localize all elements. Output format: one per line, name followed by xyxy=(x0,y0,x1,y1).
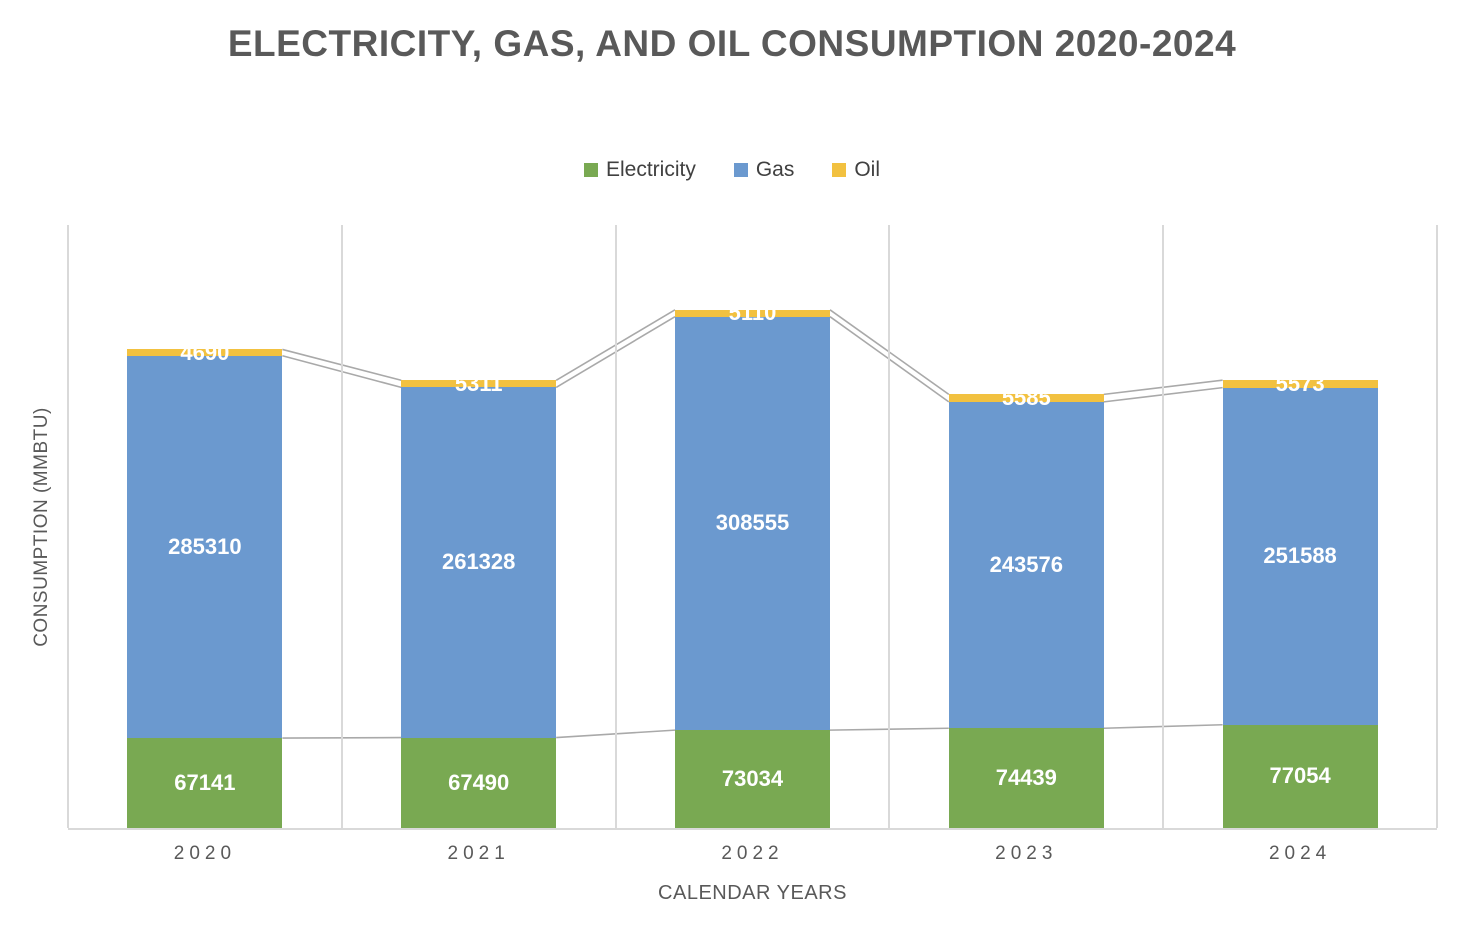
gridline xyxy=(341,225,343,828)
bar-value-label: 243576 xyxy=(989,552,1063,578)
legend-label: Gas xyxy=(755,158,795,181)
x-tick-label: 2024 xyxy=(1268,843,1332,864)
bar-segment-electricity-2020[interactable] xyxy=(127,738,283,828)
bar-value-label: 251588 xyxy=(1263,543,1337,569)
gridline xyxy=(1162,225,1164,828)
bar-segment-gas-2020[interactable] xyxy=(127,355,283,739)
bar-segment-oil-2021[interactable] xyxy=(401,380,557,388)
legend-swatch-gas xyxy=(733,163,748,177)
x-axis-title: CALENDAR YEARS xyxy=(658,882,847,904)
bar-segment-gas-2023[interactable] xyxy=(948,401,1104,729)
legend-swatch-oil xyxy=(832,163,847,177)
bar-value-label: 73034 xyxy=(721,766,784,792)
bar-segment-gas-2024[interactable] xyxy=(1222,387,1378,725)
x-axis-line xyxy=(68,828,1437,830)
bar-segment-electricity-2021[interactable] xyxy=(401,737,557,828)
gridline xyxy=(1436,225,1438,828)
bar-value-label: 67141 xyxy=(174,770,236,795)
x-tick-label: 2023 xyxy=(995,843,1058,864)
plot-area: 67141 285310 4690 67490 261328 5311 73034 30855… xyxy=(67,225,1438,830)
bar-segment-oil-2020[interactable] xyxy=(127,349,283,356)
y-axis-title: CONSUMPTION (MMBTU) xyxy=(22,225,62,828)
bar-segment-oil-2024[interactable] xyxy=(1222,380,1378,388)
legend-label: Oil xyxy=(854,158,881,181)
bar-value-label: 5585 xyxy=(1001,385,1051,411)
bar-value-label: 5110 xyxy=(728,300,777,326)
bar-segment-electricity-2022[interactable] xyxy=(675,730,830,828)
bar-value-label: 308555 xyxy=(715,510,790,536)
bar-value-label: 285310 xyxy=(168,533,242,559)
x-tick-label: 2021 xyxy=(447,843,510,864)
gridline xyxy=(67,225,69,828)
bar-segment-gas-2022[interactable] xyxy=(675,316,830,731)
bar-value-label: 5311 xyxy=(454,370,503,396)
legend-item-gas[interactable]: Gas xyxy=(733,158,795,182)
bar-value-label: 67490 xyxy=(448,769,510,795)
x-tick-label: 2022 xyxy=(721,843,784,864)
y-axis-title-text: CONSUMPTION (MMBTU) xyxy=(31,406,52,647)
bar-segment-oil-2022[interactable] xyxy=(675,309,830,317)
bar-value-label: 5573 xyxy=(1275,370,1325,396)
bar-value-label: 261328 xyxy=(441,549,516,575)
bar-segment-gas-2021[interactable] xyxy=(401,387,557,738)
bar-segment-electricity-2024[interactable] xyxy=(1222,724,1378,828)
chart-title: ELECTRICITY, GAS, AND OIL CONSUMPTION 20… xyxy=(227,23,1237,64)
bar-value-label: 77054 xyxy=(1269,763,1331,789)
bar-value-label: 74439 xyxy=(995,765,1057,791)
gridline xyxy=(615,225,617,828)
legend-item-electricity[interactable]: Electricity xyxy=(583,158,696,182)
bar-segment-electricity-2023[interactable] xyxy=(948,728,1104,828)
bar-segment-oil-2023[interactable] xyxy=(948,394,1104,402)
legend-label: Electricity xyxy=(605,158,696,181)
gridline xyxy=(888,225,890,828)
x-tick-label: 2020 xyxy=(173,843,237,864)
legend: Electricity Gas Oil xyxy=(0,158,1464,182)
legend-swatch-electricity xyxy=(583,163,598,177)
bar-value-label: 4690 xyxy=(180,339,230,365)
legend-item-oil[interactable]: Oil xyxy=(832,158,880,182)
